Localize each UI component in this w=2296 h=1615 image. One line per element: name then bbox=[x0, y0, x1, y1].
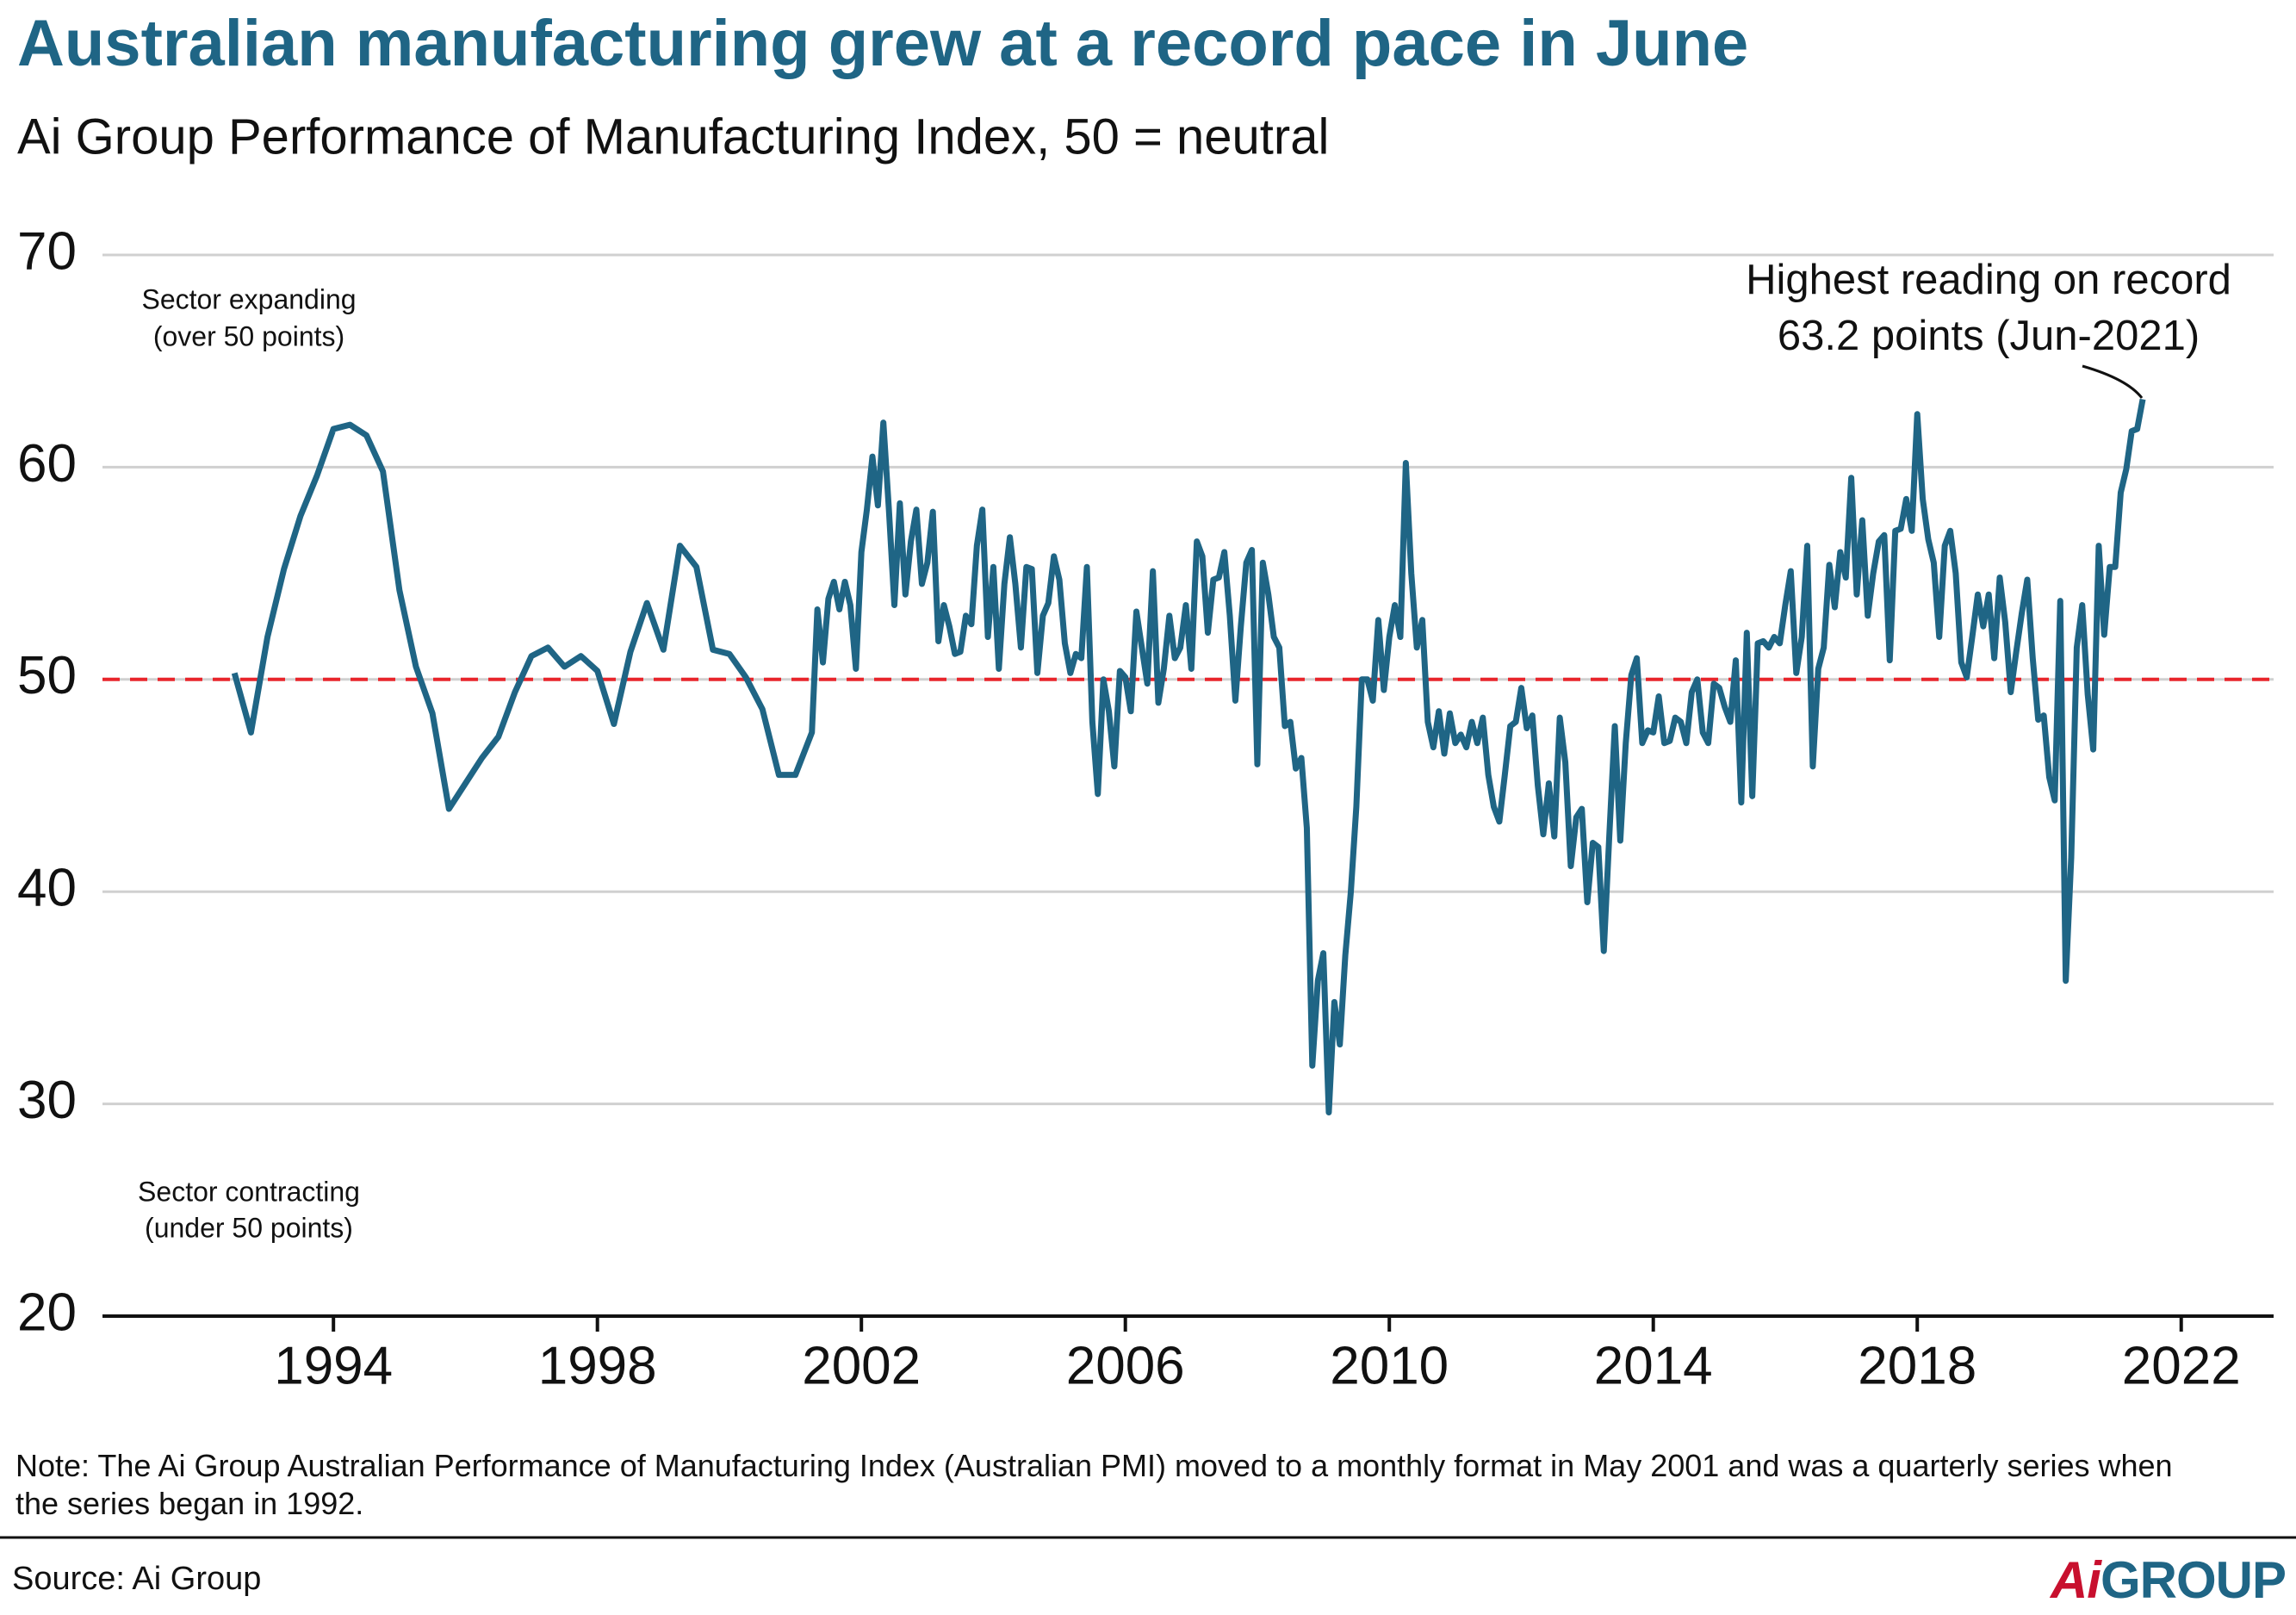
x-tick-label: 2010 bbox=[1330, 1336, 1449, 1395]
note: Note: The Ai Group Australian Performanc… bbox=[16, 1448, 2173, 1521]
y-tick-label: 30 bbox=[17, 1071, 77, 1130]
x-tick-label: 2006 bbox=[1066, 1336, 1185, 1395]
source: Source: Ai Group bbox=[12, 1561, 262, 1597]
logo-text: GROUP bbox=[2100, 1551, 2287, 1609]
x-tick-label: 2002 bbox=[802, 1336, 921, 1395]
x-tick-label: 2018 bbox=[1858, 1336, 1976, 1395]
x-tick-label: 1994 bbox=[274, 1336, 393, 1395]
x-tick-label: 2014 bbox=[1594, 1336, 1713, 1395]
logo: AiGROUP bbox=[2050, 1550, 2287, 1610]
annotation: Sector contracting bbox=[138, 1176, 360, 1207]
y-tick-label: 60 bbox=[17, 434, 77, 494]
x-tick-label: 1998 bbox=[538, 1336, 657, 1395]
chart-subtitle: Ai Group Performance of Manufacturing In… bbox=[17, 109, 1329, 165]
annotation: Sector expanding bbox=[141, 283, 356, 314]
y-tick-label: 70 bbox=[17, 221, 77, 281]
annotation: 63.2 points (Jun-2021) bbox=[1778, 313, 2200, 359]
annotation-leader bbox=[2082, 364, 2144, 399]
y-tick-label: 20 bbox=[17, 1283, 77, 1342]
annotation: (over 50 points) bbox=[153, 320, 344, 351]
data-line bbox=[231, 398, 2146, 1115]
logo-mark: Ai bbox=[2050, 1551, 2101, 1609]
chart-title: Australian manufacturing grew at a recor… bbox=[17, 7, 1748, 80]
annotation: (under 50 points) bbox=[145, 1212, 353, 1243]
y-tick-label: 50 bbox=[17, 646, 77, 705]
x-tick-label: 2022 bbox=[2122, 1336, 2241, 1395]
y-tick-label: 40 bbox=[17, 859, 77, 918]
annotation: Highest reading on record bbox=[1746, 257, 2231, 303]
